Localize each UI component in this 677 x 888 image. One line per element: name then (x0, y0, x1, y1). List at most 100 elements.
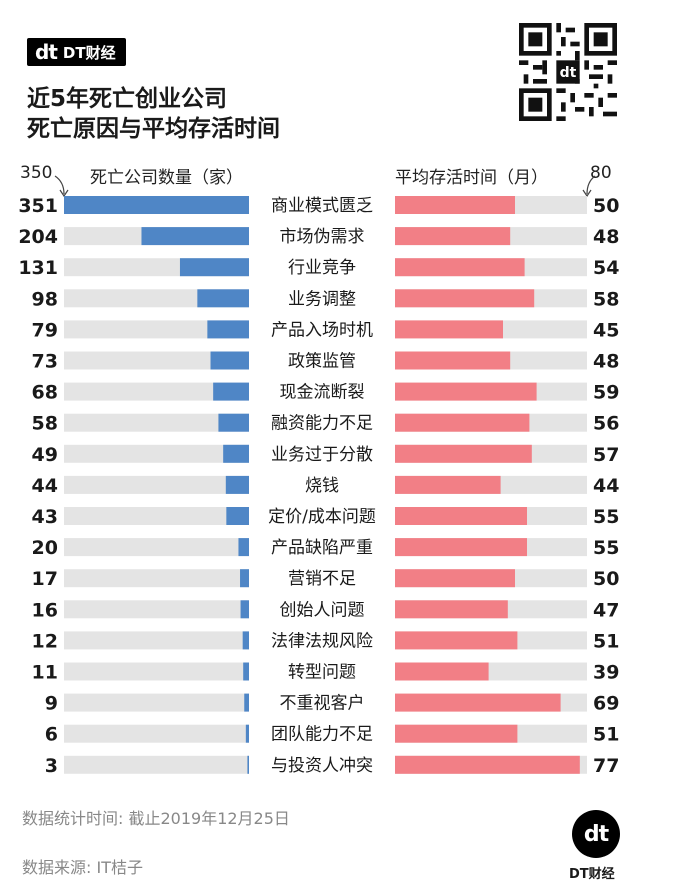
month-label: 55 (593, 506, 619, 528)
count-label: 44 (32, 475, 58, 497)
month-bar (395, 289, 535, 308)
count-bar (238, 538, 249, 557)
category-label: 烧钱 (305, 476, 339, 496)
brand-mark: dt (35, 40, 58, 64)
left-bar-track (64, 351, 249, 370)
month-bar (395, 538, 527, 557)
category-label: 不重视客户 (280, 694, 365, 714)
count-bar (226, 507, 249, 525)
count-label: 9 (45, 693, 58, 715)
qr-code-icon: dt (519, 23, 617, 121)
month-label: 50 (593, 568, 619, 590)
month-label: 48 (593, 351, 619, 373)
count-bar (240, 600, 249, 619)
count-label: 204 (18, 226, 58, 248)
category-label: 融资能力不足 (271, 414, 373, 434)
count-label: 20 (32, 537, 58, 559)
month-bar (395, 631, 518, 650)
count-label: 11 (32, 662, 58, 684)
count-bar (141, 227, 249, 246)
category-label: 市场伪需求 (280, 227, 365, 247)
month-label: 59 (593, 382, 619, 404)
count-bar (244, 693, 249, 712)
left-bar-track (64, 382, 249, 401)
brand-circle-logo: dt (572, 810, 620, 858)
month-bar (395, 413, 530, 432)
month-label: 39 (593, 662, 619, 684)
page-title: 近5年死亡创业公司 死亡原因与平均存活时间 (27, 84, 280, 144)
category-label: 法律法规风险 (271, 631, 373, 651)
month-bar (395, 755, 580, 774)
brand-logo: dt DT财经 (27, 38, 126, 66)
left-bar-track (64, 507, 249, 525)
count-label: 49 (32, 444, 58, 466)
category-label: 团队能力不足 (271, 725, 373, 745)
brand-footer-name: DT财经 (569, 867, 615, 882)
left-bar-track (64, 755, 249, 774)
month-bar (395, 724, 518, 743)
count-label: 17 (32, 568, 58, 590)
left-bar-track (64, 413, 249, 432)
left-bar-track (64, 662, 249, 681)
month-bar (395, 227, 511, 246)
right-axis-arrow (582, 175, 596, 198)
category-label: 行业竞争 (288, 258, 356, 278)
count-bar (225, 475, 249, 494)
brand-name: DT财经 (62, 43, 116, 62)
month-label: 48 (593, 226, 619, 248)
month-label: 55 (593, 537, 619, 559)
count-bar (218, 413, 249, 432)
svg-text:dt: dt (560, 65, 577, 81)
title-line-2: 死亡原因与平均存活时间 (27, 116, 280, 142)
count-bar (245, 724, 249, 743)
month-label: 69 (593, 693, 619, 715)
month-label: 50 (593, 195, 619, 217)
month-label: 58 (593, 288, 619, 310)
left-bar-track (64, 724, 249, 743)
category-label: 创始人问题 (280, 600, 365, 620)
left-axis-arrow (54, 175, 69, 198)
month-label: 57 (593, 444, 619, 466)
month-bar (395, 507, 527, 525)
month-label: 51 (593, 630, 619, 652)
right-axis-max-label: 80 (590, 163, 612, 183)
category-label: 政策监管 (288, 352, 356, 372)
count-label: 6 (45, 724, 58, 746)
month-label: 47 (593, 599, 619, 621)
count-label: 16 (32, 599, 58, 621)
count-bar (243, 662, 249, 681)
month-label: 54 (593, 257, 619, 279)
month-bar (395, 320, 503, 339)
month-bar (395, 693, 561, 712)
category-label: 业务过于分散 (271, 445, 373, 465)
category-label: 产品缺陷严重 (271, 538, 373, 558)
count-bar (207, 320, 249, 339)
footer-stat-time: 数据统计时间: 截止2019年12月25日 (22, 809, 290, 828)
month-bar (395, 569, 515, 588)
left-bar-track (64, 600, 249, 619)
month-label: 51 (593, 724, 619, 746)
left-bar-track (64, 444, 249, 463)
count-bar (247, 755, 249, 774)
count-label: 68 (32, 382, 58, 404)
month-label: 45 (593, 319, 619, 341)
category-label: 转型问题 (288, 663, 356, 683)
left-bar-track (64, 631, 249, 650)
count-label: 351 (18, 195, 58, 217)
category-label: 产品入场时机 (271, 320, 373, 340)
left-axis-title: 死亡公司数量（家） (90, 168, 243, 188)
count-bar (64, 196, 249, 214)
month-bar (395, 600, 508, 619)
left-bar-track (64, 569, 249, 588)
left-bar-track (64, 320, 249, 339)
left-axis-max-label: 350 (20, 163, 53, 183)
month-bar (395, 382, 537, 401)
count-bar (213, 382, 249, 401)
month-label: 77 (593, 755, 619, 777)
month-bar (395, 351, 511, 370)
count-label: 43 (32, 506, 58, 528)
category-label: 营销不足 (288, 569, 356, 589)
count-bar (240, 569, 249, 588)
month-bar (395, 444, 532, 463)
